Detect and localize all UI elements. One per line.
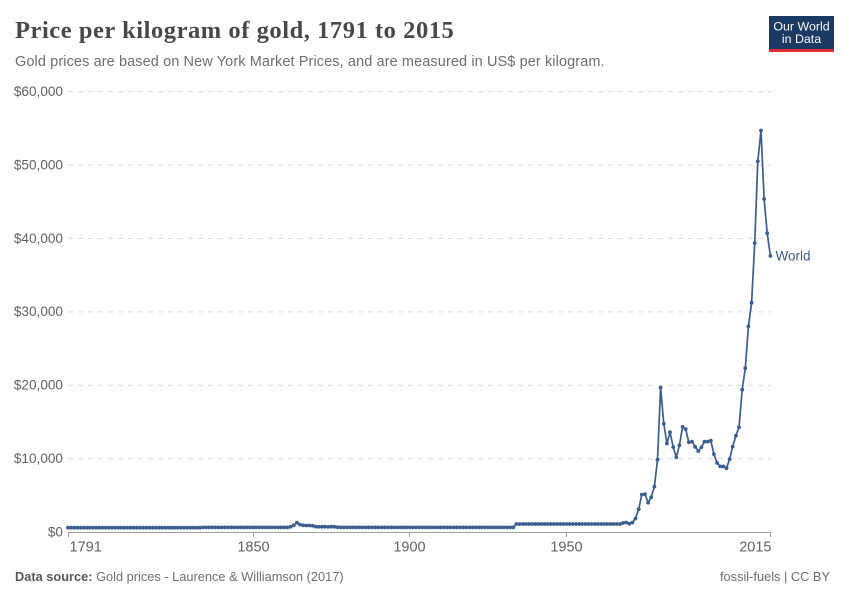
svg-text:1950: 1950 (550, 540, 582, 556)
svg-text:1791: 1791 (70, 540, 102, 556)
svg-text:$40,000: $40,000 (14, 231, 64, 246)
svg-text:1900: 1900 (393, 540, 425, 556)
svg-text:Price per kilogram of gold, 17: Price per kilogram of gold, 1791 to 2015 (15, 17, 454, 44)
svg-text:$50,000: $50,000 (14, 157, 64, 172)
svg-text:World: World (776, 249, 811, 264)
svg-text:$20,000: $20,000 (14, 378, 64, 393)
svg-text:$10,000: $10,000 (14, 451, 64, 466)
svg-text:Gold prices are based on New Y: Gold prices are based on New York Market… (15, 54, 605, 70)
svg-text:fossil-fuels | CC BY: fossil-fuels | CC BY (720, 569, 830, 584)
svg-text:$0: $0 (48, 525, 64, 540)
svg-text:in Data: in Data (782, 32, 821, 46)
svg-text:$30,000: $30,000 (14, 304, 64, 319)
svg-text:1850: 1850 (237, 540, 269, 556)
svg-text:2015: 2015 (739, 540, 771, 556)
svg-text:Our World: Our World (773, 19, 829, 33)
svg-text:$60,000: $60,000 (14, 84, 64, 99)
svg-text:Data source: Gold prices - Lau: Data source: Gold prices - Laurence & Wi… (15, 569, 344, 584)
